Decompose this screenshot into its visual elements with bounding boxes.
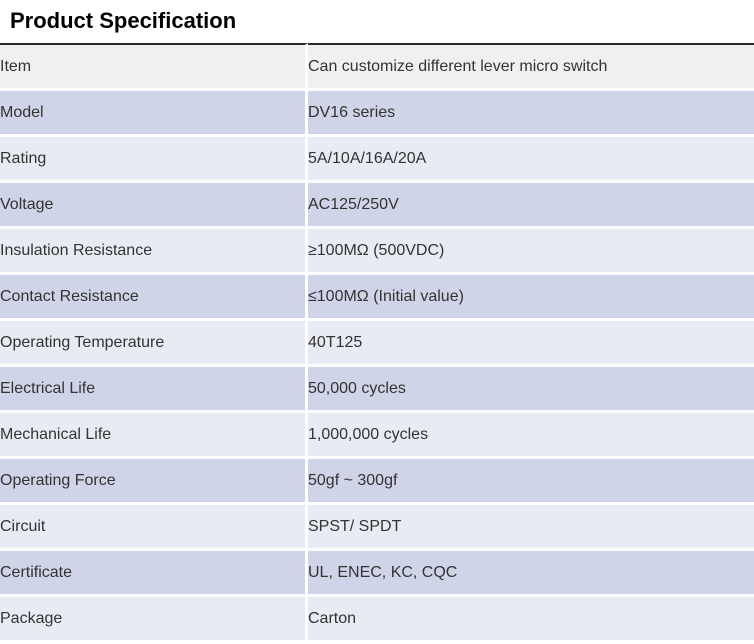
table-row: Insulation Resistance ≥100MΩ (500VDC) xyxy=(0,229,754,275)
table-row: Certificate UL, ENEC, KC, CQC xyxy=(0,551,754,597)
spec-label: Mechanical Life xyxy=(0,413,308,459)
table-row: Mechanical Life 1,000,000 cycles xyxy=(0,413,754,459)
spec-value: Carton xyxy=(308,597,754,643)
spec-label: Contact Resistance xyxy=(0,275,308,321)
spec-value: ≥100MΩ (500VDC) xyxy=(308,229,754,275)
table-row: Operating Force 50gf ~ 300gf xyxy=(0,459,754,505)
table-row: Contact Resistance ≤100MΩ (Initial value… xyxy=(0,275,754,321)
spec-value: AC125/250V xyxy=(308,183,754,229)
spec-label: Certificate xyxy=(0,551,308,597)
spec-label: Insulation Resistance xyxy=(0,229,308,275)
spec-table: Item Can customize different lever micro… xyxy=(0,43,754,643)
table-row: Rating 5A/10A/16A/20A xyxy=(0,137,754,183)
spec-value: DV16 series xyxy=(308,91,754,137)
spec-value: 50gf ~ 300gf xyxy=(308,459,754,505)
spec-label: Item xyxy=(0,43,308,91)
table-row: Circuit SPST/ SPDT xyxy=(0,505,754,551)
spec-label: Package xyxy=(0,597,308,643)
spec-table-body: Item Can customize different lever micro… xyxy=(0,43,754,643)
spec-value: UL, ENEC, KC, CQC xyxy=(308,551,754,597)
spec-label: Electrical Life xyxy=(0,367,308,413)
spec-label: Circuit xyxy=(0,505,308,551)
spec-value: 1,000,000 cycles xyxy=(308,413,754,459)
spec-value: 5A/10A/16A/20A xyxy=(308,137,754,183)
table-row: Operating Temperature 40T125 xyxy=(0,321,754,367)
spec-label: Rating xyxy=(0,137,308,183)
spec-label: Operating Force xyxy=(0,459,308,505)
spec-label: Voltage xyxy=(0,183,308,229)
table-row: Electrical Life 50,000 cycles xyxy=(0,367,754,413)
page-title: Product Specification xyxy=(10,8,237,33)
spec-value: 40T125 xyxy=(308,321,754,367)
spec-value: SPST/ SPDT xyxy=(308,505,754,551)
spec-label: Model xyxy=(0,91,308,137)
table-row: Model DV16 series xyxy=(0,91,754,137)
spec-value: Can customize different lever micro swit… xyxy=(308,43,754,91)
spec-label: Operating Temperature xyxy=(0,321,308,367)
spec-value: ≤100MΩ (Initial value) xyxy=(308,275,754,321)
table-row: Package Carton xyxy=(0,597,754,643)
table-row: Voltage AC125/250V xyxy=(0,183,754,229)
spec-value: 50,000 cycles xyxy=(308,367,754,413)
table-row: Item Can customize different lever micro… xyxy=(0,43,754,91)
